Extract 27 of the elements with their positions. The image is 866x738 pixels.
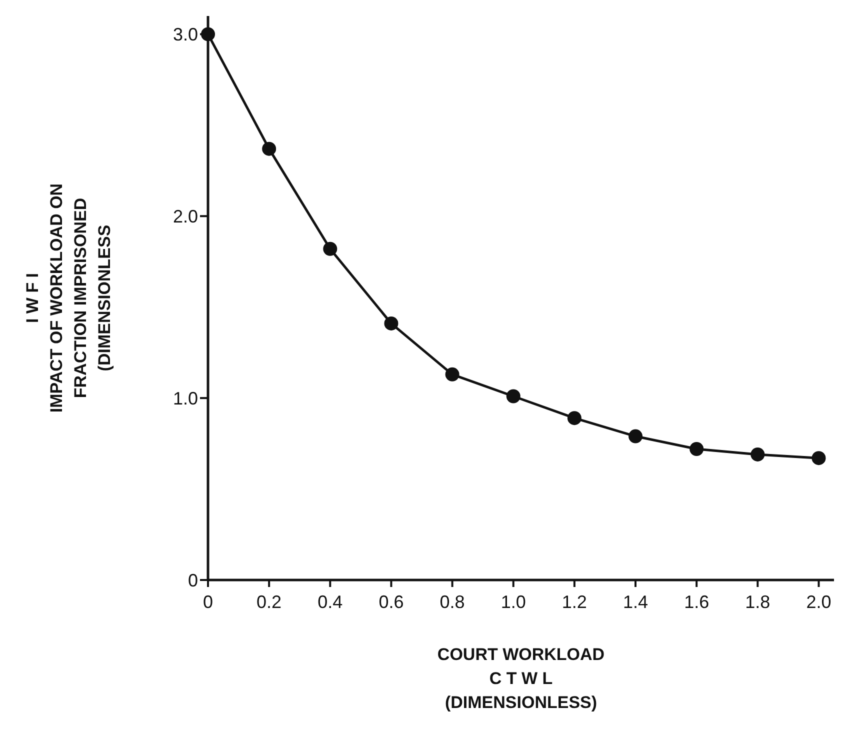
- y-tick-label: 2.0: [172, 206, 198, 226]
- y-tick-label: 0: [188, 570, 198, 590]
- point: [750, 447, 765, 462]
- point: [445, 367, 460, 382]
- x-tick-label: 0.4: [318, 592, 343, 612]
- point: [384, 316, 398, 330]
- point: [567, 411, 582, 426]
- x-tick-label: 1.2: [562, 592, 587, 612]
- x-tick-label: 1.6: [684, 592, 710, 612]
- x-tick-label: 2.0: [806, 592, 832, 612]
- x-tick-label: 1.4: [622, 592, 648, 612]
- point: [690, 442, 704, 456]
- y-tick-label: 3.0: [172, 24, 198, 44]
- x-tick-label: 0.8: [440, 592, 465, 612]
- point: [506, 389, 520, 404]
- x-tick-label: 0: [202, 592, 214, 612]
- y-axis-title: I W F I IMPACT OF WORKLOAD ON FRACTION IMPRISONED (DIMENSIONLESS: [23, 183, 114, 413]
- point: [323, 242, 338, 256]
- x-tick-label: 0.6: [378, 592, 404, 612]
- y-tick-label: 1.0: [172, 388, 198, 408]
- x-tick-label: 0.2: [256, 592, 282, 612]
- x-axis-title: COURT WORKLOAD C T W L (DIMENSIONLESS): [437, 645, 605, 712]
- point: [262, 142, 276, 156]
- x-tick-label: 1.0: [500, 592, 526, 612]
- point: [812, 451, 826, 466]
- x-tick-label: 1.8: [745, 592, 770, 612]
- point: [628, 429, 643, 444]
